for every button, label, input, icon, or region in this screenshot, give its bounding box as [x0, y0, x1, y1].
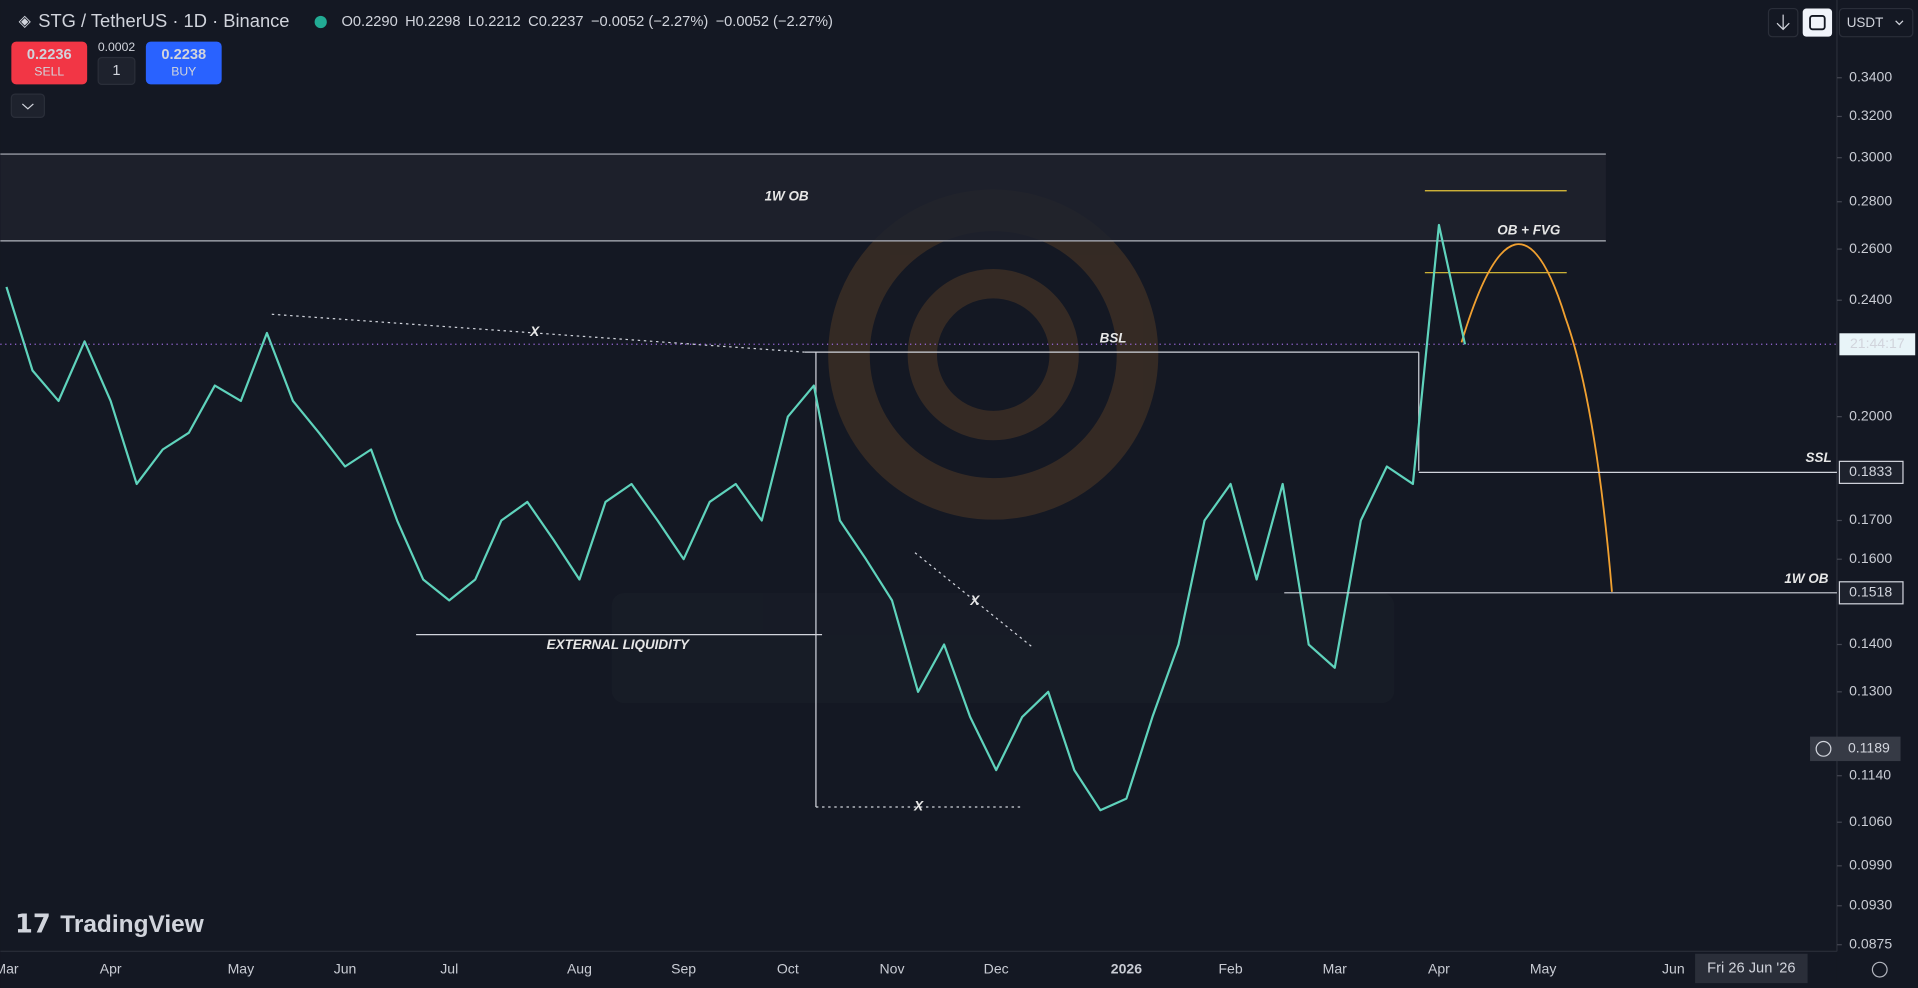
change: −0.0052 (−2.27%): [716, 14, 833, 30]
x-tick-label: Nov: [879, 960, 904, 976]
x-tick-label: 2026: [1111, 960, 1142, 976]
annotation: X: [969, 593, 980, 608]
x-tick-label: Apr: [100, 960, 122, 976]
ohlc-legend: O 0.2290 H 0.2298 L 0.2212 C 0.2237 −0.0052 (−2.…: [342, 14, 833, 30]
currency-select[interactable]: [1838, 7, 1914, 38]
x-tick-label: Mar: [1323, 960, 1348, 976]
annotation: BSL: [1100, 330, 1127, 345]
ohlc-value: 0.2298: [416, 14, 461, 30]
x-tick-label: Sep: [671, 960, 696, 976]
crosshair-label: 0.1189: [1848, 740, 1890, 756]
level-label: 0.1518: [1849, 584, 1892, 600]
y-tick-label: 0.2800: [1849, 192, 1892, 208]
countdown-tag: [1839, 333, 1916, 356]
x-tick-label: Oct: [777, 960, 799, 976]
chevron: [1895, 20, 1904, 26]
ohlc-key: L: [468, 14, 476, 30]
buy-price: 0.2238: [161, 47, 206, 63]
logo-mark: 𝟭𝟳: [15, 910, 51, 938]
y-tick-label: 0.1300: [1849, 683, 1892, 699]
y-tick-label: 0.0990: [1849, 857, 1892, 873]
x-tick-label: May: [228, 960, 255, 976]
sell-button[interactable]: [11, 41, 88, 85]
x-tick-label: Apr: [1428, 960, 1450, 976]
price-axis: [1836, 0, 1918, 988]
price-line: [5, 223, 1467, 812]
annotation: EXTERNAL LIQUIDITY: [547, 637, 690, 652]
ohlc-value: 0.2237: [539, 14, 584, 30]
y-tick-label: 0.1700: [1849, 511, 1892, 527]
watermark: [611, 189, 1395, 704]
annotation: X: [529, 324, 540, 339]
y-tick-label: 0.1060: [1849, 813, 1892, 829]
annotation: SSL: [1806, 450, 1832, 465]
icon: ◈: [19, 13, 32, 30]
fullscreen-button[interactable]: [1802, 8, 1833, 37]
y-tick-label: 0.2600: [1849, 240, 1892, 256]
cursor-date: Fri 26 Jun '26: [1707, 960, 1795, 976]
liquidity-line: [914, 552, 1034, 649]
change: −0.0052 (−2.27%): [591, 14, 708, 30]
annotation: OB + FVG: [1497, 223, 1561, 238]
ohlc-key: C: [528, 14, 539, 30]
y-tick-label: 0.0875: [1849, 935, 1892, 951]
annotation: 1W OB: [765, 188, 809, 203]
y-tick-label: 0.1140: [1849, 766, 1891, 782]
ohlc-key: O: [342, 14, 353, 30]
download-icon: [1776, 14, 1790, 31]
ohlc-value: 0.2212: [476, 14, 521, 30]
y-tick-label: 0.0930: [1849, 896, 1892, 912]
countdown: 21:44:17: [1850, 335, 1905, 351]
symbol-title: STG / TetherUS · 1D · Binance: [38, 10, 289, 31]
x-tick-label: Aug: [567, 960, 592, 976]
y-tick-label: 0.2000: [1849, 407, 1892, 423]
buy-button[interactable]: [145, 41, 222, 85]
x-tick-label: Feb: [1218, 960, 1242, 976]
x-tick-label: May: [1530, 960, 1557, 976]
y-tick-label: 0.3400: [1849, 68, 1892, 84]
logo-text: TradingView: [60, 911, 204, 938]
ohlc-key: H: [405, 14, 416, 30]
x-tick-label: Jun: [334, 960, 357, 976]
settings-icon[interactable]: [1871, 961, 1888, 978]
level-tag: [1838, 460, 1904, 484]
y-tick-label: 0.2400: [1849, 291, 1892, 307]
crosshair-tag: [1810, 736, 1901, 762]
projection-path: [1460, 243, 1613, 592]
chevron: [21, 103, 34, 110]
cursor-date-tag: [1695, 953, 1808, 984]
x-tick-label: Dec: [984, 960, 1009, 976]
spread: 0.0002: [98, 40, 136, 54]
add-alert-icon: [1815, 740, 1832, 757]
level-tag: [1838, 581, 1904, 605]
quantity: 1: [112, 63, 120, 79]
sell-label: SELL: [34, 64, 64, 78]
fullscreen-icon: [1809, 14, 1826, 31]
y-tick-label: 0.1400: [1849, 635, 1892, 651]
ob-zone: [0, 154, 1606, 241]
annotation: 1W OB: [1784, 571, 1828, 586]
time-axis: [0, 951, 1837, 988]
quantity-box[interactable]: [97, 56, 136, 85]
buy-label: BUY: [171, 64, 196, 78]
ohlc-value: 0.2290: [353, 14, 398, 30]
level-label: 0.1833: [1849, 463, 1892, 479]
y-tick-label: 0.3200: [1849, 107, 1892, 123]
currency: USDT: [1847, 15, 1884, 30]
y-tick-label: 0.1600: [1849, 550, 1892, 566]
y-tick-label: 0.3000: [1849, 148, 1892, 164]
collapse-button[interactable]: [10, 93, 45, 118]
annotation: X: [913, 799, 924, 814]
sell-price: 0.2236: [27, 47, 72, 63]
status-dot: [314, 15, 327, 29]
x-tick-label: Mar: [0, 960, 19, 976]
x-tick-label: Jun: [1662, 960, 1685, 976]
x-tick-label: Jul: [440, 960, 458, 976]
